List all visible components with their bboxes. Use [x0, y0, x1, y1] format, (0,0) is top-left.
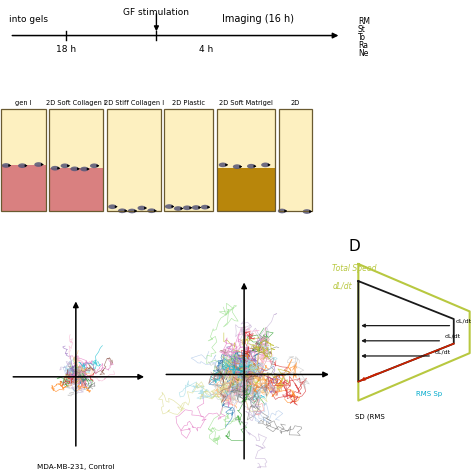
Bar [1, 109, 46, 165]
Ellipse shape [247, 164, 255, 169]
Bar [217, 109, 275, 211]
Text: RM: RM [358, 17, 370, 26]
Bar [49, 168, 103, 211]
Text: dL/dt: dL/dt [332, 281, 352, 290]
Bar [49, 109, 103, 168]
Bar [217, 109, 275, 168]
Ellipse shape [118, 209, 127, 213]
Ellipse shape [34, 162, 43, 167]
Bar [1, 109, 46, 211]
Text: 2D Soft Matrigel: 2D Soft Matrigel [219, 100, 273, 106]
Ellipse shape [147, 209, 156, 213]
Text: SD (RMS: SD (RMS [356, 414, 385, 420]
Text: dL/dt: dL/dt [435, 349, 451, 354]
Text: GF stimulation: GF stimulation [123, 8, 190, 17]
Text: To: To [358, 33, 366, 42]
Text: dL/dt: dL/dt [455, 319, 471, 324]
Text: into gels: into gels [9, 15, 48, 24]
Ellipse shape [233, 164, 241, 169]
Text: 2D Stiff Collagen I: 2D Stiff Collagen I [104, 100, 164, 106]
Bar [279, 109, 312, 211]
Ellipse shape [302, 209, 311, 214]
Text: RMS Sp: RMS Sp [416, 391, 442, 397]
Bar [107, 109, 161, 211]
Text: St: St [358, 25, 366, 34]
Bar [107, 109, 161, 211]
Bar [217, 168, 275, 211]
Bar [164, 109, 213, 211]
Ellipse shape [165, 204, 173, 209]
Ellipse shape [90, 164, 99, 168]
Ellipse shape [108, 204, 117, 209]
Text: Total Speed: Total Speed [332, 264, 377, 273]
Text: 4 h: 4 h [199, 45, 213, 54]
Ellipse shape [70, 166, 79, 171]
Ellipse shape [219, 163, 227, 167]
Ellipse shape [51, 166, 59, 171]
Text: Imaging (16 h): Imaging (16 h) [222, 14, 294, 24]
Text: 2D Plastic: 2D Plastic [172, 100, 205, 106]
Text: 2D: 2D [291, 100, 300, 106]
Ellipse shape [80, 167, 89, 172]
Ellipse shape [61, 164, 69, 168]
Text: D: D [348, 239, 360, 255]
Text: 18 h: 18 h [56, 45, 76, 54]
Ellipse shape [183, 205, 191, 210]
Bar [279, 109, 312, 211]
Text: 2D Soft Collagen I: 2D Soft Collagen I [46, 100, 106, 106]
Text: MDA-MB-231, Control: MDA-MB-231, Control [37, 465, 115, 470]
Ellipse shape [2, 163, 10, 168]
Ellipse shape [18, 164, 27, 168]
Bar [49, 109, 103, 211]
Ellipse shape [201, 205, 210, 210]
Text: gen I: gen I [15, 100, 32, 106]
Ellipse shape [278, 209, 286, 213]
Text: Ne: Ne [358, 49, 368, 58]
Ellipse shape [261, 163, 270, 167]
Text: Ra: Ra [358, 41, 368, 50]
Bar [164, 109, 213, 211]
Ellipse shape [128, 209, 136, 213]
Ellipse shape [192, 205, 201, 210]
Ellipse shape [174, 206, 182, 211]
Ellipse shape [137, 206, 146, 210]
Bar [1, 165, 46, 211]
Text: dL/dt: dL/dt [445, 334, 461, 339]
